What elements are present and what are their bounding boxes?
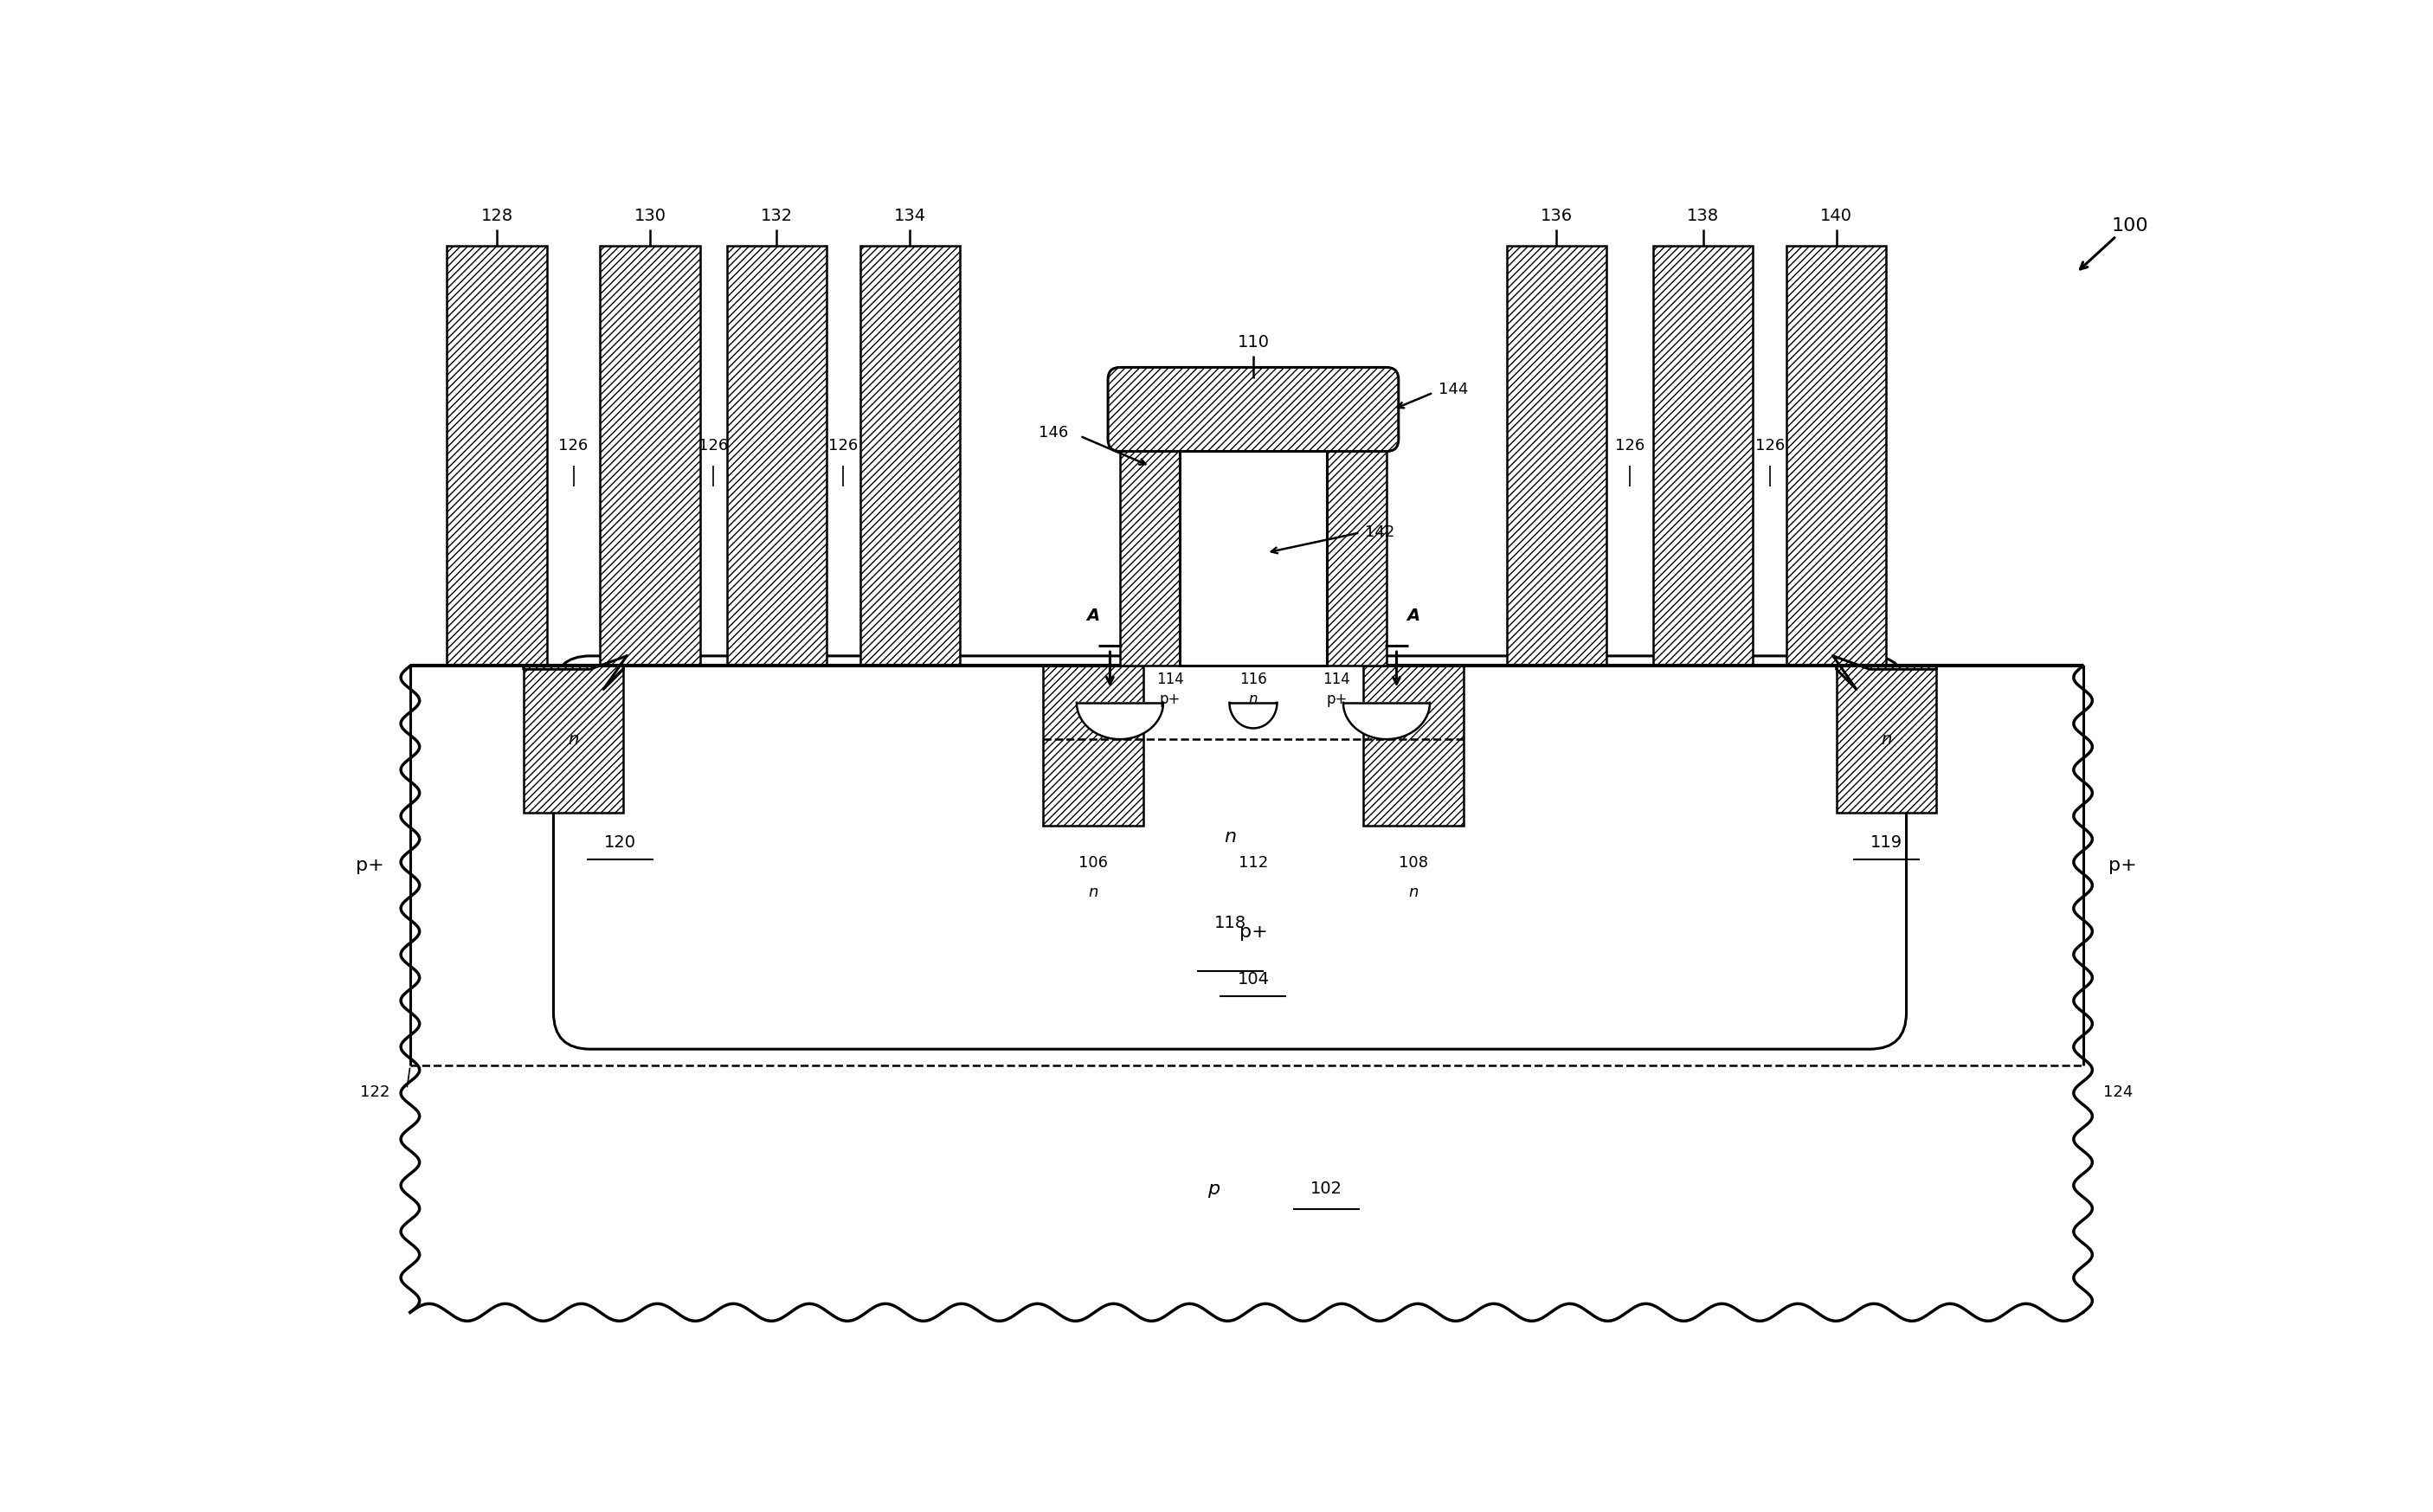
Text: 126: 126 [1616,438,1645,454]
Bar [1786,246,1886,665]
Text: A: A [1088,608,1100,624]
Bar [1044,665,1144,826]
Text: 138: 138 [1686,207,1720,224]
Text: 116: 116 [1238,671,1268,686]
Text: 114: 114 [1156,671,1185,686]
Polygon shape [1078,703,1163,739]
Text: 144: 144 [1438,381,1467,398]
Text: 108: 108 [1399,854,1428,871]
Text: 119: 119 [1871,835,1903,851]
Text: 126: 126 [560,438,589,454]
Bar [1362,665,1462,826]
Bar [1326,440,1387,665]
Bar [1119,440,1180,665]
Text: 128: 128 [482,207,513,224]
Text: 126: 126 [698,438,727,454]
Text: 126: 126 [830,438,859,454]
Text: 136: 136 [1540,207,1572,224]
Text: 114: 114 [1324,671,1350,686]
Text: 118: 118 [1214,915,1246,931]
Text: n: n [1248,691,1258,708]
Text: n: n [1881,730,1893,747]
Polygon shape [1343,703,1431,739]
Text: 130: 130 [635,207,667,224]
Text: 124: 124 [2102,1084,2134,1101]
Polygon shape [1229,703,1277,729]
Text: p+: p+ [355,857,384,874]
Text: 106: 106 [1078,854,1107,871]
Bar [1837,665,1937,812]
Text: n: n [1088,885,1097,900]
Text: n: n [567,730,579,747]
Text: 112: 112 [1238,854,1268,871]
Text: 100: 100 [2112,218,2148,234]
FancyBboxPatch shape [552,656,1907,1049]
Text: 104: 104 [1238,971,1270,987]
Text: n: n [1409,885,1418,900]
Text: 132: 132 [762,207,793,224]
Text: 122: 122 [360,1084,389,1101]
Bar [1180,440,1326,665]
Text: A: A [1406,608,1421,624]
Text: p+: p+ [1326,691,1348,708]
Text: p+: p+ [1238,924,1268,940]
Text: 140: 140 [1820,207,1852,224]
Bar [1506,246,1606,665]
Bar [1652,246,1754,665]
Bar [523,665,623,812]
Text: n: n [1224,829,1236,845]
Text: 134: 134 [893,207,927,224]
Text: 146: 146 [1039,425,1068,440]
Bar [859,246,961,665]
Text: p+: p+ [1161,691,1180,708]
Bar [448,246,547,665]
FancyBboxPatch shape [1107,367,1399,452]
Bar [601,246,701,665]
Text: 142: 142 [1365,525,1394,540]
Text: 126: 126 [1754,438,1783,454]
Text: 110: 110 [1238,334,1270,351]
Text: 102: 102 [1311,1181,1343,1198]
Text: p+: p+ [2109,857,2136,874]
Text: 120: 120 [603,835,635,851]
Bar [727,246,827,665]
Text: p: p [1207,1181,1219,1198]
